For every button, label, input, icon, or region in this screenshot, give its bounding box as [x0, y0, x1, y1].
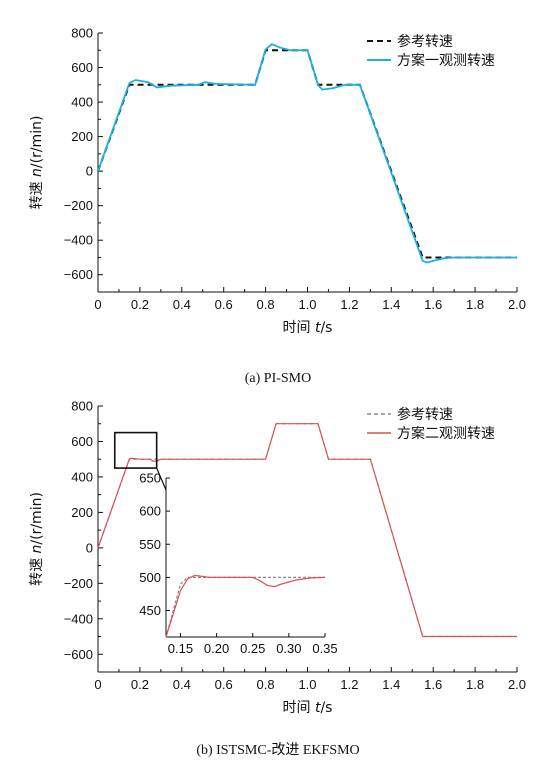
x-axis-label: 时间 t/s	[283, 320, 333, 336]
y-axis-label: 转速 n/(r/min)	[29, 116, 45, 210]
inset-x-tick-label: 0.25	[240, 641, 265, 656]
x-axis-label-prefix: 时间	[283, 320, 315, 336]
x-tick-label: 1.2	[340, 677, 358, 692]
inset-y-tick-label: 650	[139, 471, 161, 486]
inset-x-tick-label: 0.30	[276, 641, 301, 656]
y-axis-label-var: n	[29, 168, 45, 177]
x-axis-label-var: t	[315, 320, 321, 336]
x-axis-label-prefix: 时间	[283, 700, 315, 716]
y-tick-label: 0	[86, 164, 93, 179]
y-tick-label: 0	[86, 540, 93, 555]
x-tick-label: 0.6	[215, 297, 233, 312]
y-tick-label: −600	[64, 647, 93, 662]
x-tick-label: 1.0	[298, 297, 316, 312]
y-tick-label: 600	[71, 434, 93, 449]
y-axis-label-prefix: 转速	[29, 177, 45, 209]
caption-b: (b) ISTSMC-改进 EKFSMO	[196, 742, 359, 758]
zoom-box	[113, 431, 158, 469]
y-tick-label: 200	[71, 505, 93, 520]
x-tick-label: 0.2	[131, 297, 149, 312]
x-axis-label-var: t	[315, 700, 321, 716]
x-tick-label: 0	[94, 297, 101, 312]
series-line-1	[97, 49, 517, 259]
inset-y-tick-label: 550	[139, 537, 161, 552]
chart-b: 0 0.2 0.4 0.6 0.8 1.0 1.2 1.4 1.6 1.8 2.0 −600 −400 −…	[29, 399, 526, 717]
caption-a: (a) PI-SMO	[245, 371, 312, 386]
x-tick-label: 1.8	[466, 677, 484, 692]
inset-series-line-2	[165, 574, 326, 638]
legend-label-2: 方案一观测转速	[397, 52, 495, 69]
legend-label-1: 参考转速	[397, 406, 453, 423]
x-tick-label: 1.4	[382, 297, 400, 312]
x-tick-label: 1.6	[424, 297, 442, 312]
y-axis-label-var: n	[29, 545, 45, 554]
y-tick-label: 400	[71, 469, 93, 484]
inset-chart: 0.15 0.20 0.25 0.30 0.35 450 500 550 600 650	[139, 471, 337, 657]
x-tick-label: 1.0	[298, 677, 316, 692]
x-axis-label-unit: /s	[320, 320, 332, 336]
x-tick-label: 1.4	[382, 677, 400, 692]
y-tick-label: −200	[64, 198, 93, 213]
x-tick-label: 0.8	[257, 297, 275, 312]
inset-x-tick-label: 0.20	[204, 641, 229, 656]
y-tick-label: 800	[71, 26, 93, 41]
x-tick-label: 1.8	[466, 297, 484, 312]
y-tick-label: 600	[71, 60, 93, 75]
y-tick-label: −400	[64, 233, 93, 248]
x-tick-label: 1.6	[424, 677, 442, 692]
inset-y-tick-label: 600	[139, 504, 161, 519]
zoom-connector	[156, 467, 167, 491]
y-tick-label: 200	[71, 129, 93, 144]
series-line-2	[97, 43, 517, 264]
x-tick-label: 0.8	[257, 677, 275, 692]
x-tick-label: 2.0	[508, 677, 526, 692]
y-axis-label-prefix: 转速	[29, 553, 45, 585]
legend-label-2: 方案二观测转速	[397, 425, 495, 442]
y-axis-label-unit: /(r/min)	[29, 492, 45, 545]
series-line-2	[97, 423, 517, 638]
y-tick-label: −600	[64, 267, 93, 282]
y-axis-label: 转速 n/(r/min)	[29, 492, 45, 586]
y-tick-label: −400	[64, 611, 93, 626]
legend-label-1: 参考转速	[397, 33, 453, 50]
y-tick-label: 400	[71, 95, 93, 110]
inset-background	[166, 478, 325, 637]
inset-series-line-1	[165, 576, 325, 638]
x-tick-label: 0	[94, 677, 101, 692]
inset-x-tick-label: 0.35	[312, 641, 337, 656]
x-tick-label: 0.4	[173, 297, 191, 312]
x-tick-label: 0.4	[173, 677, 191, 692]
x-tick-label: 0.6	[215, 677, 233, 692]
x-tick-label: 1.2	[340, 297, 358, 312]
x-axis-label-unit: /s	[320, 700, 332, 716]
y-tick-label: 800	[71, 399, 93, 414]
y-tick-label: −200	[64, 576, 93, 591]
inset-y-tick-label: 450	[139, 603, 161, 618]
x-tick-label: 0.2	[131, 677, 149, 692]
inset-y-tick-label: 500	[139, 570, 161, 585]
x-tick-label: 2.0	[508, 297, 526, 312]
chart-a: 0 0.2 0.4 0.6 0.8 1.0 1.2 1.4 1.6 1.8 2.0 −600 −400 −…	[29, 26, 526, 337]
y-axis-label-unit: /(r/min)	[29, 116, 45, 169]
x-axis-label: 时间 t/s	[283, 700, 333, 716]
inset-x-tick-label: 0.15	[168, 641, 193, 656]
